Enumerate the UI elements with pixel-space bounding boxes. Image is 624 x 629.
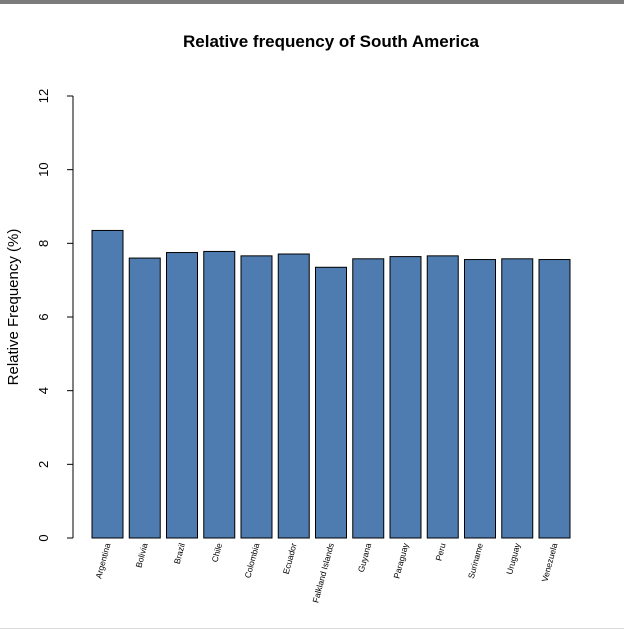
y-tick-label: 4 — [36, 387, 51, 394]
y-tick-label: 6 — [36, 313, 51, 320]
y-axis-label: Relative Frequency (%) — [5, 229, 22, 386]
bar — [166, 252, 198, 539]
x-tick-label: Venezuela — [539, 542, 559, 583]
x-tick-label: Argentina — [93, 542, 112, 580]
y-tick-label: 2 — [36, 461, 51, 468]
y-tick-label: 0 — [36, 534, 51, 541]
x-tick-label: Ecuador — [281, 542, 299, 575]
bar — [426, 255, 459, 539]
bar — [203, 250, 236, 539]
bar — [128, 257, 161, 539]
bar — [389, 256, 422, 539]
x-tick-label: Falkland Islands — [310, 542, 336, 604]
y-axis: 0 2 4 6 8 10 12 — [36, 89, 74, 542]
bar — [352, 258, 385, 539]
x-tick-label: Guyana — [356, 542, 373, 574]
y-tick-label: 10 — [36, 162, 51, 176]
bar — [240, 255, 273, 539]
chart-title: Relative frequency of South America — [183, 32, 480, 51]
x-tick-label: Peru — [433, 542, 447, 562]
y-tick-label: 8 — [36, 240, 51, 247]
x-tick-label: Paraguay — [391, 541, 410, 579]
bar — [91, 229, 124, 539]
x-tick-label: Colombia — [242, 542, 261, 580]
bars-group — [91, 229, 571, 539]
x-tick-labels: Argentina Bolivia Brazil Chile Colombia Ecuad… — [93, 541, 559, 604]
x-tick-label: Chile — [210, 542, 225, 564]
x-tick-label: Uruguay — [504, 541, 522, 575]
bar — [538, 259, 571, 539]
x-tick-label: Bolivia — [134, 542, 150, 569]
window-top-border — [0, 0, 624, 4]
y-tick-label: 12 — [36, 89, 51, 103]
x-tick-label: Brazil — [172, 542, 187, 565]
bar — [315, 266, 347, 539]
bar — [277, 253, 310, 539]
x-tick-label: Suriname — [466, 542, 485, 580]
bar — [501, 258, 534, 539]
bar — [464, 259, 496, 539]
